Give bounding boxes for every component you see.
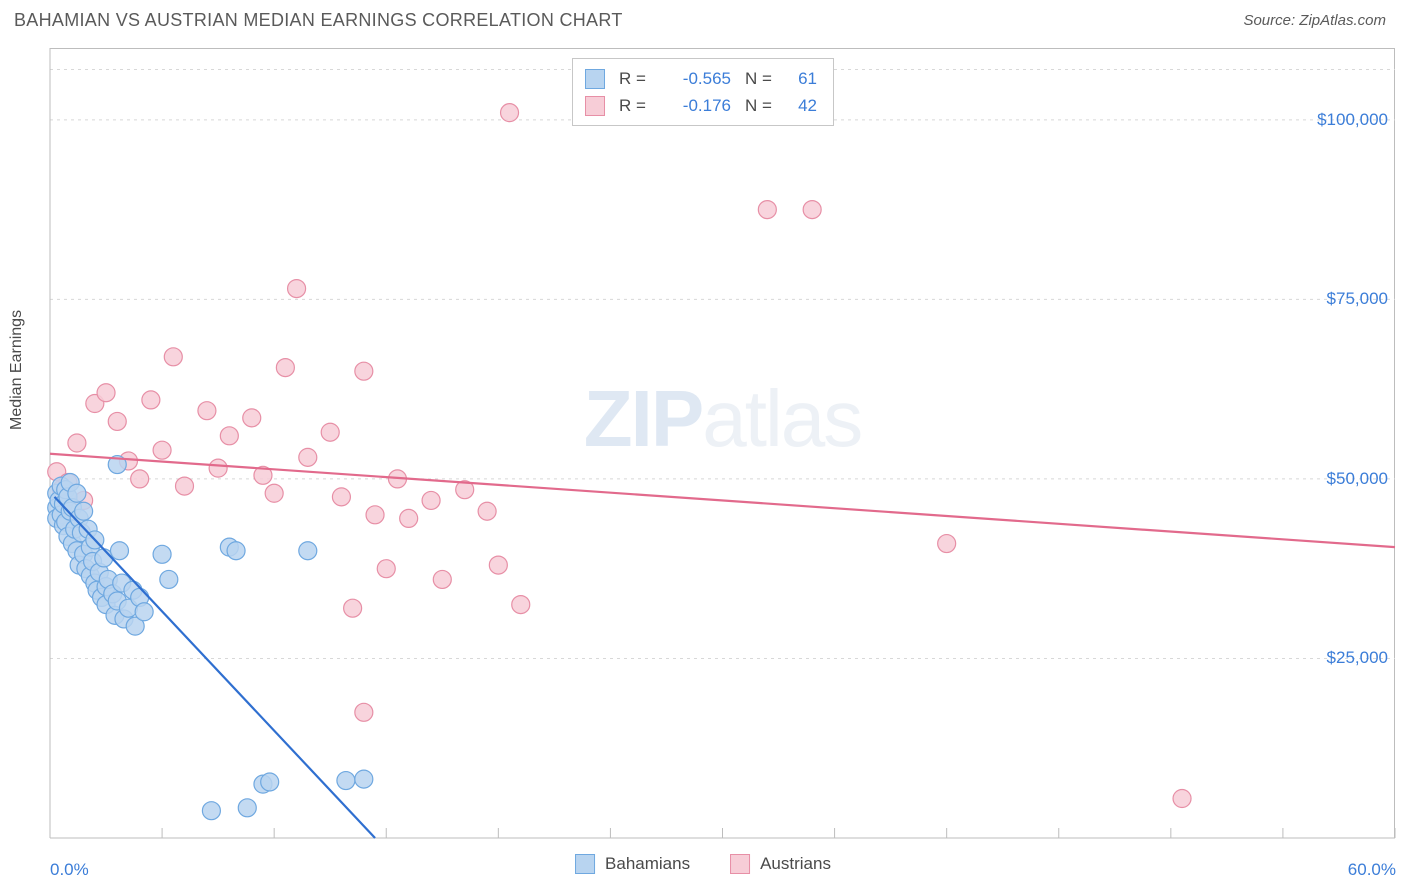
n-value-bahamians: 61 xyxy=(787,65,817,92)
r-value-austrians: -0.176 xyxy=(661,92,731,119)
y-tick-label: $75,000 xyxy=(1327,289,1388,309)
legend-label-austrians: Austrians xyxy=(760,854,831,874)
legend-swatch-bahamians xyxy=(575,854,595,874)
r-value-bahamians: -0.565 xyxy=(661,65,731,92)
stat-legend: R = -0.565 N = 61 R = -0.176 N = 42 xyxy=(572,58,834,126)
swatch-bahamians xyxy=(585,69,605,89)
y-axis-label: Median Earnings xyxy=(8,310,26,430)
n-label: N = xyxy=(745,92,773,119)
stat-row-austrians: R = -0.176 N = 42 xyxy=(585,92,817,119)
legend-label-bahamians: Bahamians xyxy=(605,854,690,874)
bottom-legend: Bahamians Austrians xyxy=(575,854,831,874)
r-label: R = xyxy=(619,65,647,92)
stat-row-bahamians: R = -0.565 N = 61 xyxy=(585,65,817,92)
legend-item-bahamians: Bahamians xyxy=(575,854,690,874)
x-tick-label-right: 60.0% xyxy=(1348,860,1396,880)
chart-title: BAHAMIAN VS AUSTRIAN MEDIAN EARNINGS COR… xyxy=(14,10,623,31)
x-tick-label-left: 0.0% xyxy=(50,860,89,880)
legend-item-austrians: Austrians xyxy=(730,854,831,874)
plot-area: ZIPatlas xyxy=(50,48,1395,838)
n-label: N = xyxy=(745,65,773,92)
chart-svg xyxy=(50,48,1395,838)
y-tick-label: $100,000 xyxy=(1317,110,1388,130)
swatch-austrians xyxy=(585,96,605,116)
chart-header: BAHAMIAN VS AUSTRIAN MEDIAN EARNINGS COR… xyxy=(0,0,1406,37)
r-label: R = xyxy=(619,92,647,119)
n-value-austrians: 42 xyxy=(787,92,817,119)
y-tick-label: $25,000 xyxy=(1327,648,1388,668)
chart-source: Source: ZipAtlas.com xyxy=(1243,12,1386,29)
legend-swatch-austrians xyxy=(730,854,750,874)
y-tick-label: $50,000 xyxy=(1327,469,1388,489)
